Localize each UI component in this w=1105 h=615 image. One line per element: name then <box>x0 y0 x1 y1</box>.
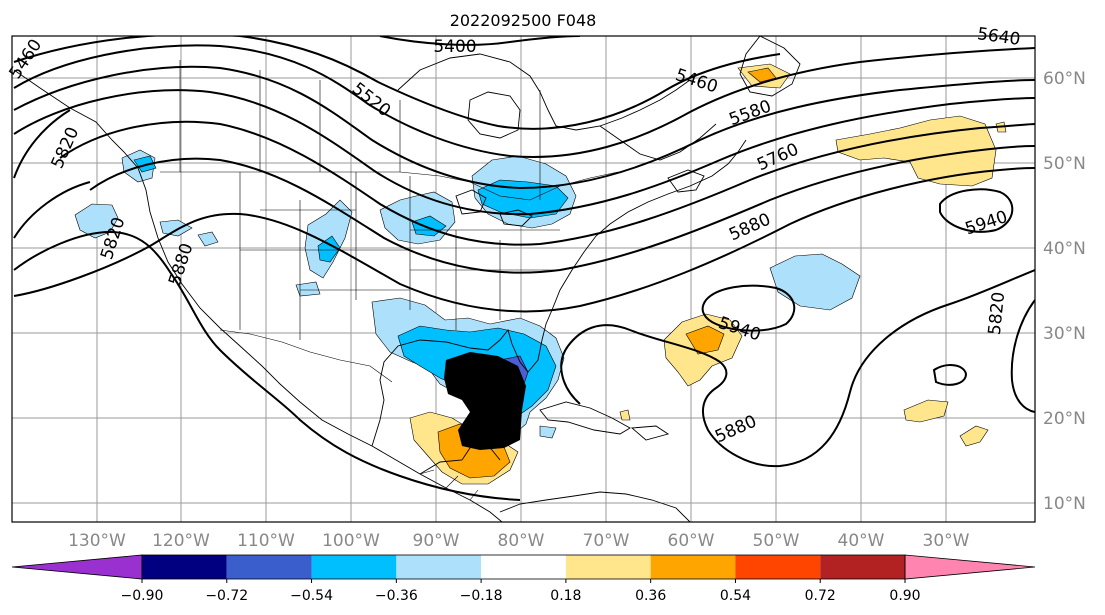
coast-canada-north <box>397 53 691 131</box>
contour-5760 <box>89 145 1035 274</box>
colorbar-segment <box>226 555 312 579</box>
contour-5880-b <box>560 269 1035 468</box>
contour-5580 <box>13 65 1035 190</box>
anomaly-region-light-yellow <box>959 425 989 447</box>
colorbar-segment <box>650 555 736 579</box>
contour-5940 <box>939 188 1014 233</box>
colorbar-tick-label: 0.36 <box>635 588 666 604</box>
colorbar-tick-label: −0.36 <box>375 588 418 604</box>
map-title: 2022092500 F048 <box>450 11 597 30</box>
latitude-tick-labels: 60°N 50°N 40°N 30°N 20°N 10°N <box>1043 69 1086 514</box>
longitude-tick-labels: 130°W 120°W 110°W 100°W 90°W 80°W 70°W 6… <box>68 531 970 551</box>
lat-tick-label: 20°N <box>1043 409 1086 429</box>
colorbar-tick-label: 0.72 <box>805 588 836 604</box>
coast-newfoundland <box>667 169 705 193</box>
colorbar-extend-max <box>904 554 1036 580</box>
meridian-lines <box>96 36 947 522</box>
lon-tick-label: 100°W <box>322 531 380 551</box>
colorbar-tick-label: −0.90 <box>121 588 164 604</box>
border-canada-provinces <box>179 60 541 200</box>
coast-hispaniola <box>630 425 670 441</box>
colorbar-tick-label: 0.54 <box>720 588 751 604</box>
contour-5820 <box>13 230 521 501</box>
anomaly-cluster-black <box>444 352 526 450</box>
anomaly-region-light-yellow <box>903 399 949 423</box>
contour-5400 <box>379 36 581 46</box>
colorbar-segment <box>396 555 482 579</box>
lon-tick-label: 130°W <box>68 531 126 551</box>
contour-label: 5820 <box>985 291 1009 336</box>
coast-gulf-of-mexico <box>371 309 553 447</box>
coast-north-america-west <box>13 69 503 522</box>
anomaly-region-light-blue <box>295 281 321 297</box>
contour-5460 <box>13 36 781 130</box>
colorbar-extend-min <box>11 554 143 580</box>
lat-tick-label: 10°N <box>1043 494 1086 514</box>
contour-5820-b <box>1010 299 1035 413</box>
contour-5940-b <box>701 284 796 332</box>
contour-5880-c <box>932 364 968 386</box>
colorbar-tick-labels: −0.90 −0.72 −0.54 −0.36 −0.18 0.18 0.36 0.54 0.7… <box>121 579 921 604</box>
colorbar-tick-label: 0.18 <box>550 588 581 604</box>
colorbar-segments <box>11 554 1036 580</box>
coast-south-america <box>499 491 691 522</box>
contour-5760-west <box>13 181 91 239</box>
colorbar-segment <box>311 555 397 579</box>
colorbar-tick-label: −0.18 <box>460 588 503 604</box>
anomaly-region-blue <box>133 155 157 173</box>
anomaly-region-light-blue <box>74 203 119 239</box>
contour-5520 <box>13 44 1035 158</box>
colorbar-tick-label: 0.90 <box>889 588 920 604</box>
colorbar-segment <box>735 555 821 579</box>
coast-hudson-bay <box>467 91 521 139</box>
lat-tick-label: 60°N <box>1043 69 1086 89</box>
coast-yucatan <box>419 439 501 475</box>
anomaly-region-light-blue <box>159 219 193 237</box>
anomaly-region-light-yellow <box>835 115 997 187</box>
border-us-mexico <box>219 329 393 383</box>
height-contours <box>13 36 1035 501</box>
contour-label: 5400 <box>433 37 476 57</box>
anomaly-region-light-blue <box>539 425 557 439</box>
contour-5700 <box>59 120 1035 246</box>
coast-cuba <box>539 401 631 435</box>
colorbar-segment <box>481 555 566 579</box>
anomaly-region-light-blue <box>197 231 219 247</box>
colorbar-outline <box>141 554 906 580</box>
lon-tick-label: 90°W <box>413 531 460 551</box>
lat-tick-label: 40°N <box>1043 239 1086 259</box>
lon-tick-label: 50°W <box>753 531 800 551</box>
contour-5880 <box>13 167 1035 313</box>
colorbar-segment <box>820 555 905 579</box>
map-frame <box>11 35 1036 523</box>
colorbar-segment <box>142 555 227 579</box>
lon-tick-label: 80°W <box>498 531 545 551</box>
contour-5640 <box>13 89 1035 216</box>
colorbar-segment <box>565 555 651 579</box>
coast-great-lakes <box>455 189 533 227</box>
lon-tick-label: 120°W <box>152 531 210 551</box>
coast-labrador <box>599 123 717 161</box>
lon-tick-label: 40°W <box>838 531 885 551</box>
anomaly-region-light-yellow <box>619 409 631 421</box>
contour-5520-west <box>13 109 71 179</box>
lat-tick-label: 30°N <box>1043 324 1086 344</box>
lon-tick-label: 60°W <box>668 531 715 551</box>
map-panel: 5400 5460 5520 5580 5640 5760 5820 5880 … <box>5 24 1036 523</box>
lat-tick-label: 50°N <box>1043 154 1086 174</box>
colorbar-tick-label: −0.54 <box>290 588 333 604</box>
anomaly-region-light-blue <box>769 253 861 311</box>
colorbar: −0.90 −0.72 −0.54 −0.36 −0.18 0.18 0.36 0.54 0.7… <box>11 554 1036 604</box>
lon-tick-label: 70°W <box>583 531 630 551</box>
lon-tick-label: 30°W <box>923 531 970 551</box>
colorbar-tick-label: −0.72 <box>205 588 248 604</box>
border-state-lines <box>239 172 560 340</box>
lon-tick-label: 110°W <box>237 531 295 551</box>
